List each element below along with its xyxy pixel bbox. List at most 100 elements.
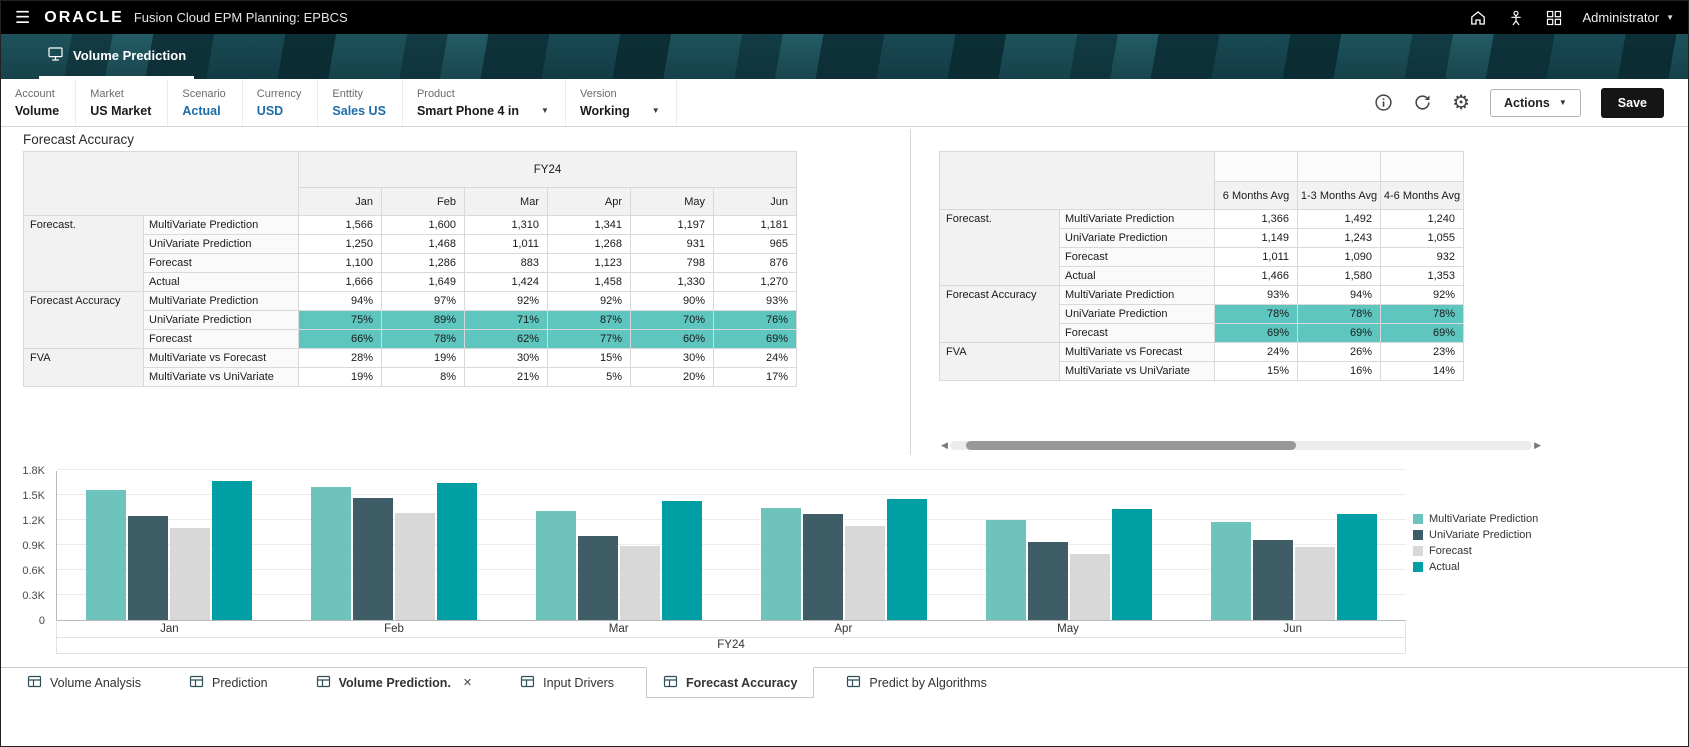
bottom-tab-forecast-accuracy[interactable]: Forecast Accuracy — [646, 667, 815, 698]
row-group-header[interactable]: Forecast. — [23, 215, 144, 292]
scroll-right-arrow-icon[interactable]: ▶ — [1534, 440, 1541, 450]
grid-cell[interactable]: 1,600 — [381, 215, 465, 235]
grid-cell[interactable]: 69% — [1380, 323, 1464, 343]
grid-cell[interactable]: 5% — [547, 367, 631, 387]
grid-cell[interactable]: 14% — [1380, 361, 1464, 381]
grid-cell[interactable]: 1,123 — [547, 253, 631, 273]
scroll-left-arrow-icon[interactable]: ◀ — [941, 440, 948, 450]
row-member-header[interactable]: MultiVariate vs Forecast — [143, 348, 299, 368]
chart-bar-actual-may[interactable] — [1111, 509, 1152, 620]
column-header[interactable]: Jun — [713, 187, 797, 216]
pov-scenario[interactable]: Scenario Actual — [168, 79, 243, 126]
chart-bar-multivariate-prediction-feb[interactable] — [311, 486, 352, 620]
row-member-header[interactable]: UniVariate Prediction — [143, 234, 299, 254]
grid-cell[interactable]: 1,090 — [1297, 247, 1381, 267]
row-member-header[interactable]: Forecast — [143, 253, 299, 273]
grid-cell[interactable]: 24% — [1214, 342, 1298, 362]
bottom-tab-prediction[interactable]: Prediction — [173, 668, 284, 697]
row-group-header[interactable]: Forecast Accuracy — [23, 291, 144, 349]
grid-cell[interactable]: 1,055 — [1380, 228, 1464, 248]
row-group-header[interactable]: Forecast Accuracy — [939, 285, 1060, 343]
grid-cell[interactable]: 70% — [630, 310, 714, 330]
grid-cell[interactable]: 26% — [1297, 342, 1381, 362]
year-header[interactable]: FY24 — [298, 151, 797, 188]
chevron-down-icon[interactable]: ▼ — [541, 106, 549, 115]
grid-cell[interactable]: 1,149 — [1214, 228, 1298, 248]
chart-bar-actual-apr[interactable] — [886, 498, 927, 620]
pov-member-value[interactable]: Actual — [182, 103, 221, 118]
row-member-header[interactable]: MultiVariate vs Forecast — [1059, 342, 1215, 362]
pov-member-value[interactable]: USD — [256, 103, 284, 118]
scrollbar-thumb[interactable] — [965, 441, 1296, 450]
grid-cell[interactable]: 94% — [1297, 285, 1381, 305]
pov-member-value[interactable]: US Market — [90, 103, 152, 118]
pov-member-value[interactable]: Sales US — [332, 103, 386, 118]
grid-cell[interactable]: 15% — [1214, 361, 1298, 381]
grid-cell[interactable]: 1,353 — [1380, 266, 1464, 286]
column-header[interactable]: Apr — [547, 187, 631, 216]
tab-volume-prediction[interactable]: Volume Prediction — [39, 34, 195, 79]
grid-cell[interactable]: 1,458 — [547, 272, 631, 292]
grid-cell[interactable]: 21% — [464, 367, 548, 387]
pov-account[interactable]: Account Volume — [1, 79, 77, 126]
grid-cell[interactable]: 78% — [381, 329, 465, 349]
pov-product[interactable]: Product Smart Phone 4 in ▼ — [403, 79, 566, 126]
grid-cell[interactable]: 78% — [1380, 304, 1464, 324]
info-icon[interactable] — [1374, 93, 1393, 112]
chart-bar-forecast-apr[interactable] — [844, 526, 885, 620]
grid-cell[interactable]: 92% — [547, 291, 631, 311]
legend-item-univariate-prediction[interactable]: UniVariate Prediction — [1413, 529, 1538, 541]
grid-cell[interactable]: 1,466 — [1214, 266, 1298, 286]
grid-cell[interactable]: 71% — [464, 310, 548, 330]
grid-cell[interactable]: 1,197 — [630, 215, 714, 235]
column-header[interactable]: Jan — [298, 187, 382, 216]
grid-cell[interactable]: 1,181 — [713, 215, 797, 235]
accessibility-icon[interactable] — [1507, 9, 1525, 27]
grid-cell[interactable]: 16% — [1297, 361, 1381, 381]
grid-cell[interactable]: 23% — [1380, 342, 1464, 362]
chart-bar-forecast-mar[interactable] — [620, 546, 661, 620]
grid-cell[interactable]: 28% — [298, 348, 382, 368]
close-icon[interactable]: ✕ — [462, 677, 473, 689]
grid-cell[interactable]: 1,424 — [464, 272, 548, 292]
legend-item-multivariate-prediction[interactable]: MultiVariate Prediction — [1413, 513, 1538, 525]
chart-bar-forecast-jan[interactable] — [170, 528, 211, 620]
grid-cell[interactable]: 1,243 — [1297, 228, 1381, 248]
actions-button[interactable]: Actions ▼ — [1490, 88, 1581, 117]
column-header[interactable]: 1-3 Months Avg — [1297, 181, 1381, 210]
grid-cell[interactable]: 1,330 — [630, 272, 714, 292]
grid-cell[interactable]: 69% — [713, 329, 797, 349]
grid-cell[interactable]: 20% — [630, 367, 714, 387]
grid-cell[interactable]: 75% — [298, 310, 382, 330]
chart-bar-forecast-may[interactable] — [1069, 553, 1110, 620]
row-member-header[interactable]: MultiVariate Prediction — [143, 291, 299, 311]
home-icon[interactable] — [1469, 9, 1487, 27]
row-member-header[interactable]: MultiVariate Prediction — [1059, 209, 1215, 229]
grid-cell[interactable]: 78% — [1297, 304, 1381, 324]
chart-bar-multivariate-prediction-apr[interactable] — [760, 508, 801, 620]
column-header[interactable]: 4-6 Months Avg — [1380, 181, 1464, 210]
grid-cell[interactable]: 1,566 — [298, 215, 382, 235]
grid-cell[interactable]: 94% — [298, 291, 382, 311]
row-member-header[interactable]: Actual — [1059, 266, 1215, 286]
chart-bar-univariate-prediction-jan[interactable] — [128, 515, 169, 620]
pov-currency[interactable]: Currency USD — [243, 79, 319, 126]
grid-cell[interactable]: 1,366 — [1214, 209, 1298, 229]
refresh-icon[interactable] — [1413, 93, 1432, 112]
grid-cell[interactable]: 17% — [713, 367, 797, 387]
pov-version[interactable]: Version Working ▼ — [566, 79, 677, 126]
grid-cell[interactable]: 965 — [713, 234, 797, 254]
grid-cell[interactable]: 1,341 — [547, 215, 631, 235]
chart-bar-univariate-prediction-mar[interactable] — [578, 535, 619, 620]
grid-cell[interactable]: 1,240 — [1380, 209, 1464, 229]
grid-cell[interactable]: 69% — [1214, 323, 1298, 343]
grid-cell[interactable]: 30% — [464, 348, 548, 368]
grid-cell[interactable]: 30% — [630, 348, 714, 368]
row-group-header[interactable]: FVA — [23, 348, 144, 387]
grid-cell[interactable]: 1,649 — [381, 272, 465, 292]
legend-item-forecast[interactable]: Forecast — [1413, 545, 1538, 557]
grid-cell[interactable]: 66% — [298, 329, 382, 349]
chart-bar-actual-jan[interactable] — [212, 481, 253, 620]
grid-cell[interactable]: 89% — [381, 310, 465, 330]
column-header[interactable]: May — [630, 187, 714, 216]
